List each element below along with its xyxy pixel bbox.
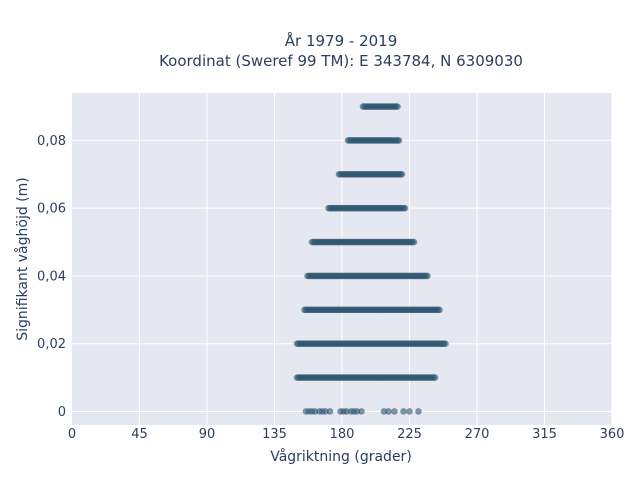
y-axis-label: Signifikant våghöjd (m) [14, 177, 31, 340]
x-tick-label: 0 [68, 427, 76, 442]
y-axis-ticks: 0 0,02 0,04 0,06 0,08 [37, 134, 66, 420]
data-point [401, 204, 409, 212]
y-tick-label: 0,06 [37, 202, 66, 217]
y-tick-label: 0,04 [37, 269, 66, 284]
x-tick-label: 360 [600, 427, 625, 442]
data-point [415, 408, 422, 415]
data-point [436, 306, 443, 314]
x-axis-ticks: 0 45 90 135 180 225 270 315 360 [68, 427, 625, 442]
y-tick-label: 0,08 [37, 134, 66, 149]
data-point [326, 408, 334, 415]
data-point [442, 340, 449, 347]
chart-title-line2: Koordinat (Sweref 99 TM): E 343784, N 63… [159, 52, 523, 70]
x-tick-label: 180 [330, 427, 355, 442]
data-point [406, 408, 413, 415]
data-point [358, 408, 365, 415]
x-tick-label: 270 [465, 427, 490, 442]
data-point [385, 408, 392, 415]
data-point [398, 171, 406, 178]
data-point [431, 374, 439, 381]
data-point [424, 272, 431, 280]
y-tick-label: 0,02 [37, 337, 66, 352]
x-tick-label: 315 [532, 427, 557, 442]
data-point [391, 408, 398, 415]
x-tick-label: 45 [131, 427, 148, 442]
data-points [293, 103, 449, 415]
x-axis-label: Vågriktning (grader) [270, 448, 412, 465]
chart-title-line1: År 1979 - 2019 [285, 31, 398, 50]
data-point [400, 408, 407, 415]
x-tick-label: 225 [397, 427, 422, 442]
x-tick-label: 90 [199, 427, 216, 442]
data-point [395, 137, 403, 144]
y-tick-label: 0 [58, 405, 66, 420]
data-point [410, 238, 418, 246]
x-tick-label: 135 [262, 427, 287, 442]
data-point [394, 103, 401, 110]
